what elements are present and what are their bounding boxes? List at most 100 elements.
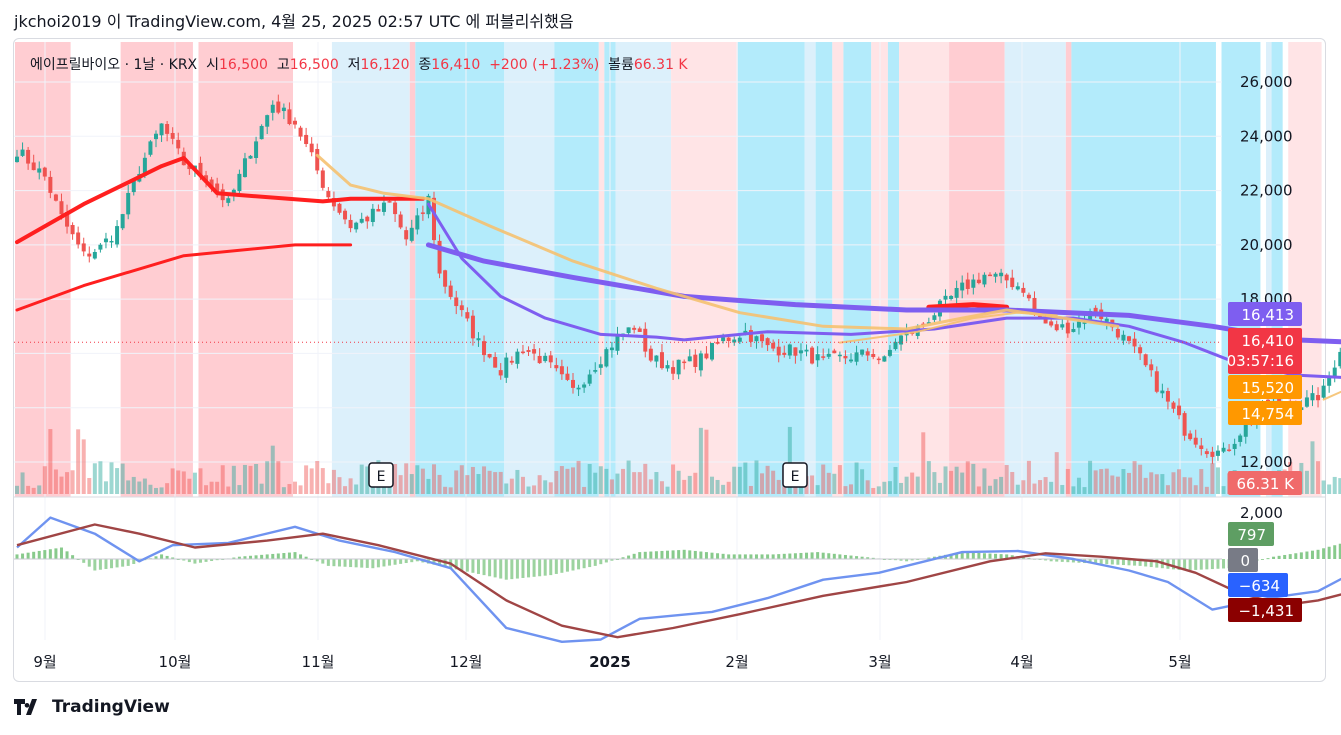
- candle-body: [871, 353, 876, 358]
- candle-body: [976, 279, 981, 284]
- histogram-bar: [315, 559, 319, 562]
- candle-body: [865, 351, 870, 356]
- volume-bar: [59, 476, 64, 494]
- volume-bar: [1154, 474, 1159, 494]
- histogram-bar: [1116, 559, 1120, 565]
- signal-band: [815, 42, 833, 497]
- signal-band: [1288, 42, 1322, 497]
- candle-body: [1010, 277, 1015, 288]
- earnings-marker[interactable]: E: [782, 462, 808, 488]
- histogram-bar: [738, 554, 742, 559]
- histogram-bar: [1310, 550, 1314, 559]
- volume-bar: [26, 485, 31, 494]
- x-tick-label: 11월: [302, 653, 335, 671]
- volume-bar: [1104, 468, 1109, 494]
- candle-body: [493, 357, 498, 368]
- volume-bar: [771, 470, 776, 494]
- histogram-bar: [565, 559, 569, 572]
- volume-bar: [726, 481, 731, 494]
- candle-body: [893, 341, 898, 350]
- candle-body: [343, 210, 348, 220]
- candle-body: [526, 350, 531, 352]
- tradingview-logo-icon[interactable]: [14, 699, 44, 715]
- moving-average-line: [926, 302, 1010, 310]
- legend-volume: 66.31 K: [634, 57, 689, 73]
- candle-body: [771, 342, 776, 349]
- histogram-bar: [65, 551, 69, 559]
- histogram-bar: [510, 559, 514, 580]
- earnings-marker[interactable]: E: [368, 462, 394, 488]
- volume-bar: [748, 485, 753, 494]
- candle-body: [15, 156, 19, 163]
- histogram-bar: [771, 554, 775, 559]
- candle-body: [432, 197, 436, 241]
- histogram-bar: [827, 553, 831, 559]
- volume-bar: [15, 485, 19, 494]
- histogram-bar: [204, 559, 208, 562]
- candle-body: [1177, 405, 1182, 416]
- histogram-bar: [15, 554, 19, 559]
- volume-bar: [654, 472, 659, 494]
- histogram-bar: [415, 559, 419, 562]
- volume-bar: [487, 470, 492, 494]
- histogram-bar: [843, 554, 847, 559]
- moving-average-line: [426, 202, 1341, 379]
- legend-low-label: 저: [348, 57, 361, 73]
- histogram-bar: [960, 552, 964, 559]
- signal-band: [737, 42, 805, 497]
- histogram-bar: [260, 554, 264, 559]
- volume-bar: [92, 463, 97, 494]
- signal-band: [887, 42, 900, 497]
- volume-bar: [320, 468, 325, 494]
- histogram-bar: [866, 557, 870, 559]
- volume-bar: [537, 475, 542, 494]
- candle-body: [326, 191, 331, 198]
- candle-body: [1115, 328, 1120, 338]
- candle-body: [1082, 322, 1087, 324]
- candle-body: [287, 109, 292, 125]
- volume-bar: [621, 468, 626, 494]
- volume-bar: [504, 483, 509, 494]
- histogram-bar: [977, 552, 981, 559]
- candle-body: [965, 279, 970, 289]
- candle-body: [31, 162, 36, 171]
- volume-bar: [343, 486, 348, 494]
- volume-bar: [1210, 463, 1215, 494]
- volume-bar: [626, 460, 631, 494]
- histogram-bar: [476, 559, 480, 574]
- volume-bar: [482, 466, 487, 494]
- histogram-bar: [1210, 559, 1214, 570]
- volume-bar: [1021, 480, 1026, 494]
- volume-bar: [871, 487, 876, 494]
- candle-body: [1021, 287, 1026, 293]
- candle-body: [404, 230, 409, 240]
- histogram-bar: [732, 554, 736, 559]
- macd-badge: −1,431: [1228, 598, 1302, 622]
- candle-body: [459, 305, 464, 311]
- histogram-bar: [966, 552, 970, 559]
- tradingview-brand[interactable]: TradingView: [52, 697, 170, 717]
- volume-bar: [176, 470, 181, 494]
- moving-average-line: [315, 153, 1120, 331]
- candle-body: [615, 333, 620, 351]
- chart-frame[interactable]: [13, 38, 1326, 682]
- candle-body: [721, 337, 726, 342]
- moving-average-line: [838, 311, 1058, 344]
- candle-body: [1171, 402, 1176, 409]
- histogram-bar: [660, 550, 664, 559]
- histogram-bar: [571, 559, 575, 571]
- legend-high: 16,500: [290, 57, 348, 73]
- candle-body: [1076, 321, 1081, 328]
- candle-body: [415, 215, 420, 230]
- candle-body: [782, 352, 787, 355]
- volume-bar: [571, 467, 575, 494]
- signal-band: [949, 42, 1005, 497]
- histogram-bar: [1338, 543, 1341, 559]
- volume-bar: [265, 461, 270, 494]
- histogram-bar: [994, 553, 998, 559]
- candle-body: [520, 351, 525, 354]
- histogram-bar: [893, 559, 897, 561]
- histogram-bar: [582, 559, 586, 569]
- volume-bar: [393, 463, 398, 494]
